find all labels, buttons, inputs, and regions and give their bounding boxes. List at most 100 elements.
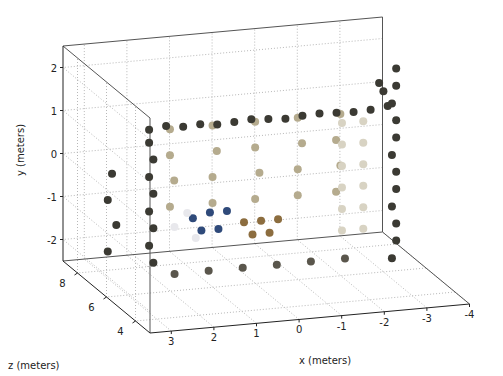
point — [112, 221, 120, 229]
point — [392, 185, 400, 193]
point — [359, 117, 367, 125]
point — [350, 108, 358, 116]
point — [359, 139, 367, 147]
x-tick-label: 1 — [253, 328, 259, 339]
x-tick-label: 3 — [168, 336, 174, 347]
frame-line — [63, 17, 383, 46]
point — [209, 199, 217, 207]
point — [249, 230, 257, 238]
x-tick — [299, 319, 300, 322]
point — [149, 224, 157, 232]
grid-line — [254, 29, 255, 244]
point — [392, 168, 400, 176]
point — [239, 264, 247, 272]
point — [392, 133, 400, 141]
z-tick — [104, 297, 107, 299]
series — [166, 110, 344, 211]
point — [294, 191, 302, 199]
x-tick — [469, 304, 470, 307]
x-tick — [171, 331, 172, 334]
point — [145, 207, 153, 215]
z-tick — [75, 273, 78, 275]
point — [171, 270, 179, 278]
point — [206, 208, 214, 216]
grid-line — [63, 211, 383, 240]
grid-line — [63, 154, 150, 226]
series — [240, 215, 282, 238]
grid-line — [297, 240, 384, 312]
point — [145, 242, 153, 250]
point — [338, 141, 346, 149]
grid-line — [63, 68, 150, 140]
grid-line — [63, 111, 150, 183]
point — [104, 248, 112, 256]
y-tick — [60, 196, 63, 197]
frame-line — [382, 17, 383, 232]
point — [149, 259, 157, 267]
point — [273, 261, 281, 269]
y-tick-label: 0 — [51, 149, 57, 160]
z-tick — [133, 321, 136, 323]
grid-line — [106, 82, 107, 297]
series — [338, 117, 367, 234]
point — [298, 139, 306, 147]
point — [333, 109, 341, 117]
point — [316, 109, 324, 117]
grid-line — [63, 125, 383, 154]
point — [338, 162, 346, 170]
grid-line — [383, 232, 470, 304]
frame-line — [383, 232, 470, 304]
y-tick — [60, 67, 63, 68]
point — [197, 226, 205, 234]
point — [338, 119, 346, 127]
point — [192, 234, 200, 242]
point — [104, 196, 112, 204]
point — [338, 184, 346, 192]
point — [166, 151, 174, 159]
point — [170, 177, 178, 185]
point — [264, 115, 272, 123]
point — [388, 151, 396, 159]
y-tick — [60, 153, 63, 154]
point — [183, 209, 191, 217]
point — [209, 173, 217, 181]
x-tick-label: 2 — [211, 332, 217, 343]
grid-line — [107, 268, 427, 297]
z-tick-label: 8 — [59, 278, 65, 289]
point — [205, 267, 213, 275]
point — [388, 254, 396, 262]
point — [388, 203, 396, 211]
series — [104, 65, 400, 267]
tick-labels: 3210-1-2-3-4468-2-1012 — [47, 63, 474, 348]
point — [359, 160, 367, 168]
point — [281, 115, 289, 123]
point — [392, 237, 400, 245]
point — [247, 115, 255, 123]
chart-container: 3210-1-2-3-4468-2-1012x (meters)y (meter… — [0, 0, 503, 376]
z-axis-title: z (meters) — [8, 360, 60, 371]
point — [338, 227, 346, 235]
series — [170, 209, 199, 242]
point — [196, 120, 204, 128]
point — [359, 225, 367, 233]
grid-line — [84, 44, 85, 259]
grid-line — [126, 40, 127, 255]
point — [294, 165, 302, 173]
x-axis-line — [150, 304, 470, 333]
x-tick — [426, 308, 427, 311]
point — [213, 120, 221, 128]
grid-line — [297, 25, 298, 240]
z-tick-label: 6 — [88, 302, 94, 313]
point — [359, 182, 367, 190]
point — [392, 82, 400, 90]
point — [162, 122, 170, 130]
x-tick-label: 0 — [296, 324, 302, 335]
grid — [63, 17, 470, 331]
point — [145, 139, 153, 147]
y-tick-label: -2 — [47, 235, 57, 246]
frame-line — [150, 118, 151, 333]
point — [338, 205, 346, 213]
series — [171, 254, 349, 277]
point — [298, 112, 306, 120]
point — [375, 79, 383, 87]
